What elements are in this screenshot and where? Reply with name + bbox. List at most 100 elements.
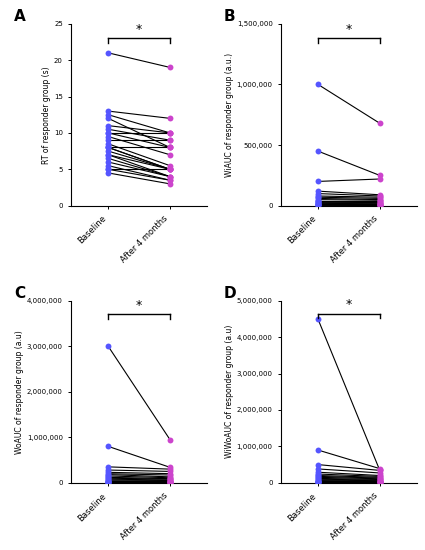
Y-axis label: RT of responder group (s): RT of responder group (s) bbox=[42, 66, 51, 163]
Point bbox=[314, 473, 321, 482]
Point bbox=[167, 114, 173, 123]
Point bbox=[105, 132, 112, 141]
Point bbox=[314, 446, 321, 454]
Point bbox=[314, 187, 321, 196]
Point bbox=[376, 201, 383, 210]
Point bbox=[167, 176, 173, 185]
Point bbox=[314, 189, 321, 198]
Point bbox=[376, 474, 383, 483]
Point bbox=[376, 466, 383, 475]
Point bbox=[105, 140, 112, 148]
Point bbox=[314, 195, 321, 204]
Point bbox=[167, 475, 173, 483]
Point bbox=[376, 478, 383, 487]
Point bbox=[376, 471, 383, 480]
Point bbox=[105, 463, 112, 471]
Point bbox=[314, 460, 321, 469]
Point bbox=[314, 475, 321, 483]
Point bbox=[314, 147, 321, 156]
Point bbox=[376, 469, 383, 477]
Point bbox=[376, 476, 383, 485]
Text: C: C bbox=[14, 286, 26, 301]
Point bbox=[105, 478, 112, 487]
Point bbox=[376, 476, 383, 485]
Point bbox=[105, 150, 112, 159]
Point bbox=[167, 471, 173, 480]
Point bbox=[314, 177, 321, 186]
Point bbox=[376, 194, 383, 203]
Point bbox=[167, 165, 173, 174]
Point bbox=[167, 161, 173, 170]
Y-axis label: WoAUC of responder group (a.u): WoAUC of responder group (a.u) bbox=[15, 330, 24, 454]
Point bbox=[314, 474, 321, 483]
Point bbox=[376, 478, 383, 487]
Point bbox=[105, 125, 112, 134]
Y-axis label: WiAUC of responder group (a.u.): WiAUC of responder group (a.u.) bbox=[225, 53, 234, 177]
Point bbox=[167, 478, 173, 487]
Point bbox=[376, 190, 383, 199]
Point bbox=[314, 197, 321, 206]
Point bbox=[314, 470, 321, 478]
Point bbox=[376, 119, 383, 128]
Point bbox=[376, 174, 383, 183]
Point bbox=[167, 63, 173, 72]
Text: *: * bbox=[136, 23, 142, 36]
Point bbox=[314, 471, 321, 480]
Point bbox=[376, 473, 383, 482]
Point bbox=[314, 475, 321, 484]
Point bbox=[376, 464, 383, 473]
Point bbox=[314, 199, 321, 208]
Point bbox=[167, 129, 173, 138]
Point bbox=[105, 150, 112, 159]
Point bbox=[314, 200, 321, 209]
Point bbox=[105, 165, 112, 174]
Point bbox=[376, 191, 383, 200]
Point bbox=[167, 435, 173, 444]
Point bbox=[314, 315, 321, 323]
Point bbox=[105, 168, 112, 177]
Point bbox=[105, 165, 112, 174]
Point bbox=[376, 201, 383, 210]
Point bbox=[376, 466, 383, 475]
Point bbox=[376, 171, 383, 180]
Point bbox=[314, 197, 321, 206]
Point bbox=[314, 80, 321, 89]
Point bbox=[167, 463, 173, 472]
Point bbox=[376, 475, 383, 484]
Point bbox=[105, 475, 112, 483]
Point bbox=[376, 474, 383, 482]
Point bbox=[314, 476, 321, 485]
Point bbox=[105, 478, 112, 487]
Point bbox=[314, 201, 321, 210]
Point bbox=[376, 477, 383, 486]
Point bbox=[314, 193, 321, 202]
Point bbox=[376, 199, 383, 208]
Point bbox=[167, 472, 173, 481]
Point bbox=[167, 136, 173, 145]
Point bbox=[105, 114, 112, 123]
Point bbox=[167, 469, 173, 478]
Point bbox=[314, 477, 321, 486]
Point bbox=[314, 478, 321, 487]
Point bbox=[167, 165, 173, 174]
Point bbox=[105, 442, 112, 451]
Point bbox=[167, 129, 173, 138]
Text: A: A bbox=[14, 9, 26, 24]
Point bbox=[167, 172, 173, 181]
Point bbox=[376, 477, 383, 486]
Point bbox=[105, 143, 112, 152]
Point bbox=[105, 466, 112, 475]
Point bbox=[105, 469, 112, 478]
Point bbox=[376, 472, 383, 481]
Point bbox=[314, 477, 321, 486]
Point bbox=[167, 176, 173, 185]
Point bbox=[376, 200, 383, 209]
Point bbox=[314, 478, 321, 487]
Point bbox=[105, 342, 112, 351]
Point bbox=[167, 478, 173, 487]
Point bbox=[105, 129, 112, 138]
Point bbox=[105, 107, 112, 116]
Point bbox=[376, 196, 383, 205]
Point bbox=[105, 470, 112, 479]
Text: D: D bbox=[224, 286, 237, 301]
